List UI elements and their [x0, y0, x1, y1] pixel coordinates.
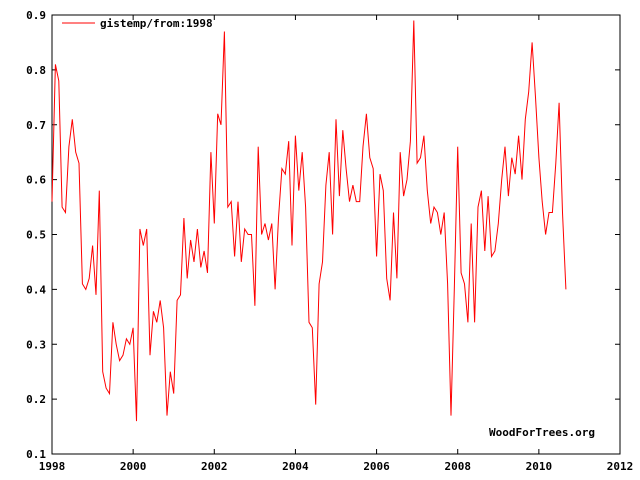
series-layer: [51, 20, 567, 422]
x-tick-label: 1998: [39, 460, 66, 473]
y-tick-label: 0.9: [26, 9, 46, 22]
legend-label: gistemp/from:1998: [100, 17, 213, 30]
y-tick-label: 0.8: [26, 64, 46, 77]
series-line: [51, 20, 567, 422]
x-axis: 1998 2000 2002 2004 2006 2008 2010 2012: [39, 15, 634, 473]
y-tick-label: 0.7: [26, 119, 46, 132]
y-tick-label: 0.1: [26, 448, 46, 461]
x-tick-label: 2006: [363, 460, 390, 473]
y-tick-label: 0.4: [26, 283, 46, 296]
x-tick-label: 2000: [120, 460, 147, 473]
x-tick-label: 2002: [201, 460, 228, 473]
x-tick-label: 2010: [526, 460, 553, 473]
y-tick-label: 0.3: [26, 338, 46, 351]
y-tick-label: 0.5: [26, 229, 46, 242]
legend: gistemp/from:1998: [62, 17, 213, 30]
x-tick-label: 2008: [444, 460, 471, 473]
y-tick-label: 0.6: [26, 174, 46, 187]
x-tick-label: 2004: [282, 460, 309, 473]
x-tick-label: 2012: [607, 460, 634, 473]
watermark: WoodForTrees.org: [489, 426, 595, 439]
y-tick-label: 0.2: [26, 393, 46, 406]
